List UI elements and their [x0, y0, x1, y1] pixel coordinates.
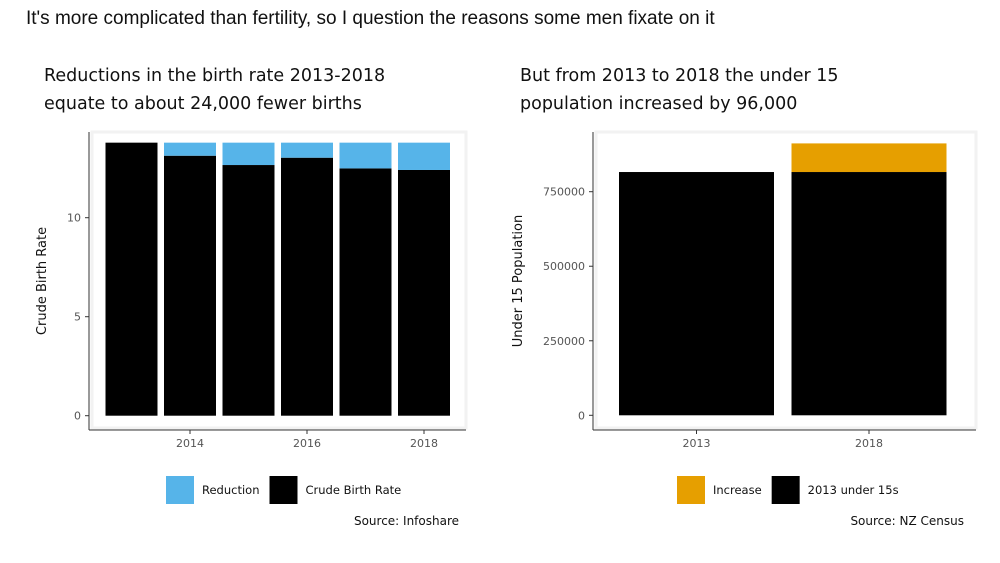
bar-crude-birth-rate-2014: [164, 155, 216, 416]
bar-2013-under-15s-2018: [791, 172, 947, 416]
legend-label: Reduction: [202, 483, 260, 497]
y-axis-title: Under 15 Population: [511, 215, 526, 347]
bar-crude-birth-rate-2018: [398, 169, 450, 416]
y-tick-label: 0: [74, 410, 81, 423]
x-tick-label: 2013: [683, 437, 711, 450]
x-tick-label: 2018: [855, 437, 883, 450]
bar-2013-under-15s-2013: [619, 172, 774, 416]
x-tick-label: 2014: [176, 437, 204, 450]
source-note: Source: NZ Census: [850, 514, 964, 528]
bar-reduction-2016: [281, 142, 333, 158]
y-tick-label: 250000: [543, 335, 585, 348]
left-title-line1: Reductions in the birth rate 2013-2018: [44, 66, 386, 86]
legend-swatch-2013-under-15s: [771, 476, 800, 504]
legend-label: Crude Birth Rate: [306, 483, 402, 497]
right-title-line1: But from 2013 to 2018 the under 15: [520, 66, 839, 86]
bar-crude-birth-rate-2016: [281, 157, 333, 416]
bar-reduction-2015: [222, 142, 275, 166]
legend-swatch-crude-birth-rate: [269, 476, 298, 504]
y-axis-title: Crude Birth Rate: [35, 227, 50, 335]
bar-crude-birth-rate-2013: [105, 142, 158, 416]
bar-reduction-2017: [339, 142, 392, 169]
x-tick-label: 2016: [293, 437, 321, 450]
bar-crude-birth-rate-2017: [339, 168, 392, 416]
bar-reduction-2018: [398, 142, 450, 170]
right-title-line2: population increased by 96,000: [520, 94, 798, 114]
y-tick-label: 5: [74, 311, 81, 324]
y-tick-label: 10: [67, 212, 81, 225]
right-chart-title: But from 2013 to 2018 the under 15 popul…: [520, 62, 839, 118]
left-chart-title: Reductions in the birth rate 2013-2018 e…: [44, 62, 385, 118]
legend-label: Increase: [713, 483, 762, 497]
legend-swatch-increase: [677, 476, 705, 504]
y-tick-label: 500000: [543, 260, 585, 273]
headline: It's more complicated than fertility, so…: [26, 8, 715, 29]
y-tick-label: 0: [578, 409, 585, 422]
bar-increase-2018: [791, 143, 947, 173]
bar-crude-birth-rate-2015: [222, 165, 275, 416]
source-note: Source: Infoshare: [354, 514, 459, 528]
y-tick-label: 750000: [543, 186, 585, 199]
left-title-line2: equate to about 24,000 fewer births: [44, 94, 362, 114]
x-tick-label: 2018: [410, 437, 438, 450]
legend-label: 2013 under 15s: [808, 483, 899, 497]
bar-reduction-2014: [164, 142, 216, 156]
legend-swatch-reduction: [166, 476, 194, 504]
